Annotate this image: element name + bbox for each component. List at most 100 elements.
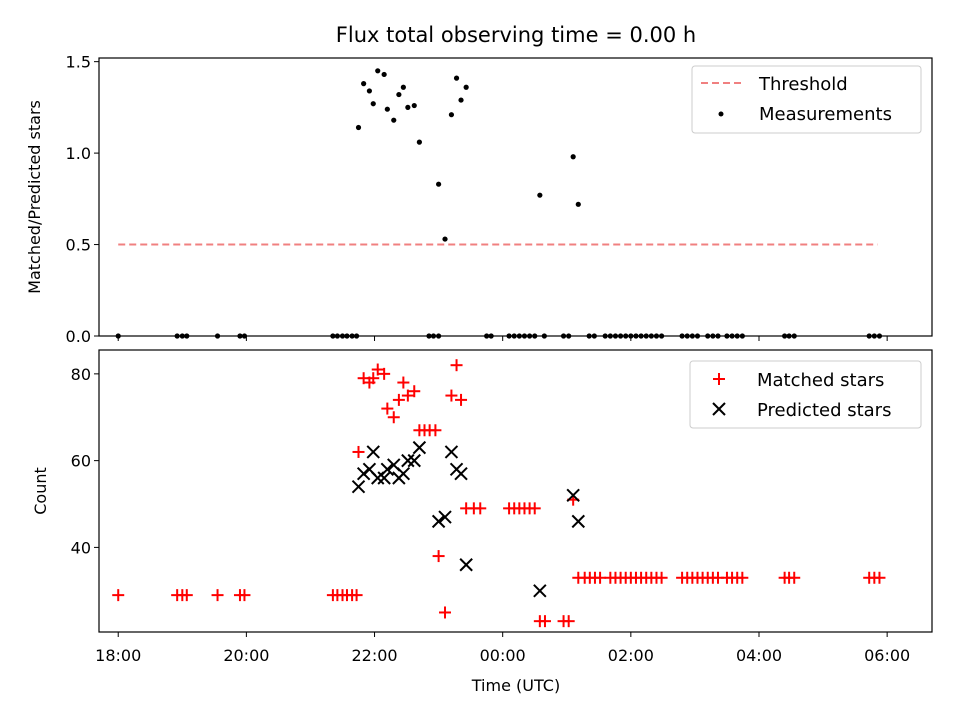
matched-star-point	[429, 424, 442, 437]
matched-legend-marker	[713, 373, 725, 385]
measurement-point	[391, 117, 397, 123]
matched-star-point	[474, 502, 487, 515]
matched-star-point	[432, 550, 445, 563]
matched-star-point	[736, 571, 749, 584]
measurement-point	[411, 102, 417, 109]
measurement-point	[453, 75, 460, 81]
predicted-star-point	[438, 510, 452, 524]
matched-star-point	[594, 571, 607, 584]
measurement-point	[381, 71, 387, 78]
top-y-tick-label: 1.5	[66, 53, 91, 72]
predicted-star-point	[566, 488, 580, 503]
measurement-point	[366, 88, 373, 94]
bottom-plot-frame	[98, 349, 933, 633]
matched-star-point	[350, 589, 363, 602]
legend-predicted-label: Predicted stars	[757, 400, 891, 421]
top-y-tick-label: 1.0	[66, 144, 91, 163]
bottom-y-axis: 40 60 80	[71, 365, 99, 557]
matched-star-point	[112, 589, 125, 602]
bottom-x-tick-label: 18:00	[95, 646, 141, 665]
matched-star-point	[387, 411, 400, 424]
measurement-point	[442, 236, 448, 242]
bottom-x-tick-label: 02:00	[608, 646, 654, 665]
matched-star-point	[655, 571, 668, 584]
predicted-star-point	[401, 453, 415, 468]
matched-star-point	[371, 363, 384, 376]
bottom-x-tick-label: 00:00	[480, 646, 526, 665]
predicted-star-point	[431, 514, 446, 529]
top-chart-title: Flux total observing time = 0.00 h	[336, 23, 696, 47]
measurements-legend-marker	[718, 111, 724, 117]
predicted-star-point	[380, 462, 395, 477]
matched-star-point	[238, 589, 251, 602]
measurement-point	[384, 106, 390, 112]
predicted-star-point	[571, 514, 586, 529]
predicted-star-point	[444, 445, 459, 459]
measurement-point	[361, 81, 367, 87]
top-y-axis-label: Matched/Predicted stars	[25, 100, 44, 294]
predicted-star-point	[351, 479, 366, 494]
measurement-point	[400, 84, 406, 90]
measurement-point	[416, 139, 422, 145]
matched-star-point	[211, 589, 224, 602]
predicted-star-point	[412, 440, 427, 455]
matched-star-point	[439, 606, 452, 619]
measurement-point	[396, 91, 402, 98]
measurement-point	[370, 101, 376, 107]
matched-star-point	[445, 389, 458, 402]
matched-star-point	[873, 571, 886, 584]
predicted-star-point	[356, 466, 371, 481]
measurement-point	[436, 181, 442, 187]
top-legend: Threshold Measurements	[691, 65, 922, 134]
matched-star-point	[562, 615, 575, 628]
matched-star-point	[401, 389, 414, 402]
bottom-x-tick-label: 04:00	[736, 646, 782, 665]
bottom-y-tick-label: 80	[71, 365, 91, 384]
bottom-x-tick-label: 22:00	[351, 646, 397, 665]
matched-star-point	[381, 402, 394, 415]
measurement-point	[355, 124, 362, 131]
measurement-point	[463, 84, 469, 90]
matched-star-point	[367, 372, 380, 385]
matched-star-point	[450, 359, 463, 372]
bottom-x-axis: 18:00 20:00 22:00 00:00 02:00 04:00 06:00	[95, 632, 910, 665]
predicted-star-point	[454, 466, 468, 481]
matched-star-point	[455, 393, 468, 406]
top-x-axis	[117, 336, 888, 341]
bottom-legend-box	[689, 360, 922, 429]
measurement-point	[448, 112, 455, 118]
predicted-star-point	[459, 558, 473, 572]
top-legend-box	[691, 65, 922, 134]
bottom-x-tick-label: 06:00	[864, 646, 910, 665]
predicted-star-point	[377, 471, 391, 485]
measurement-point	[375, 68, 381, 74]
bottom-legend: Matched stars Predicted stars	[689, 360, 922, 429]
bottom-x-tick-label: 20:00	[223, 646, 269, 665]
predicted-star-point	[396, 466, 411, 481]
matched-star-point	[352, 445, 365, 458]
matched-star-point	[392, 393, 405, 406]
top-y-tick-label: 0.0	[66, 327, 91, 346]
predicted-legend-marker	[712, 402, 726, 416]
top-y-tick-label: 0.5	[66, 236, 91, 255]
legend-measurements-label: Measurements	[759, 104, 892, 125]
matched-star-point	[397, 376, 410, 389]
bottom-plot-marks	[112, 359, 886, 628]
predicted-star-point	[366, 445, 380, 459]
matched-star-point	[528, 502, 541, 515]
bottom-y-tick-label: 60	[71, 452, 91, 471]
legend-matched-label: Matched stars	[757, 370, 884, 391]
measurement-point	[575, 201, 581, 207]
measurement-point	[570, 154, 576, 160]
matched-star-point	[408, 385, 421, 398]
matched-star-point	[538, 615, 551, 628]
top-plot-frame	[98, 57, 933, 337]
bottom-y-axis-label: Count	[31, 467, 50, 515]
bottom-x-axis-label: Time (UTC)	[471, 676, 560, 695]
matched-star-point	[180, 589, 193, 602]
matched-star-point	[788, 571, 801, 584]
matched-star-point	[378, 367, 391, 380]
measurement-point	[537, 192, 543, 198]
predicted-star-point	[407, 453, 421, 468]
legend-threshold-label: Threshold	[758, 74, 848, 95]
